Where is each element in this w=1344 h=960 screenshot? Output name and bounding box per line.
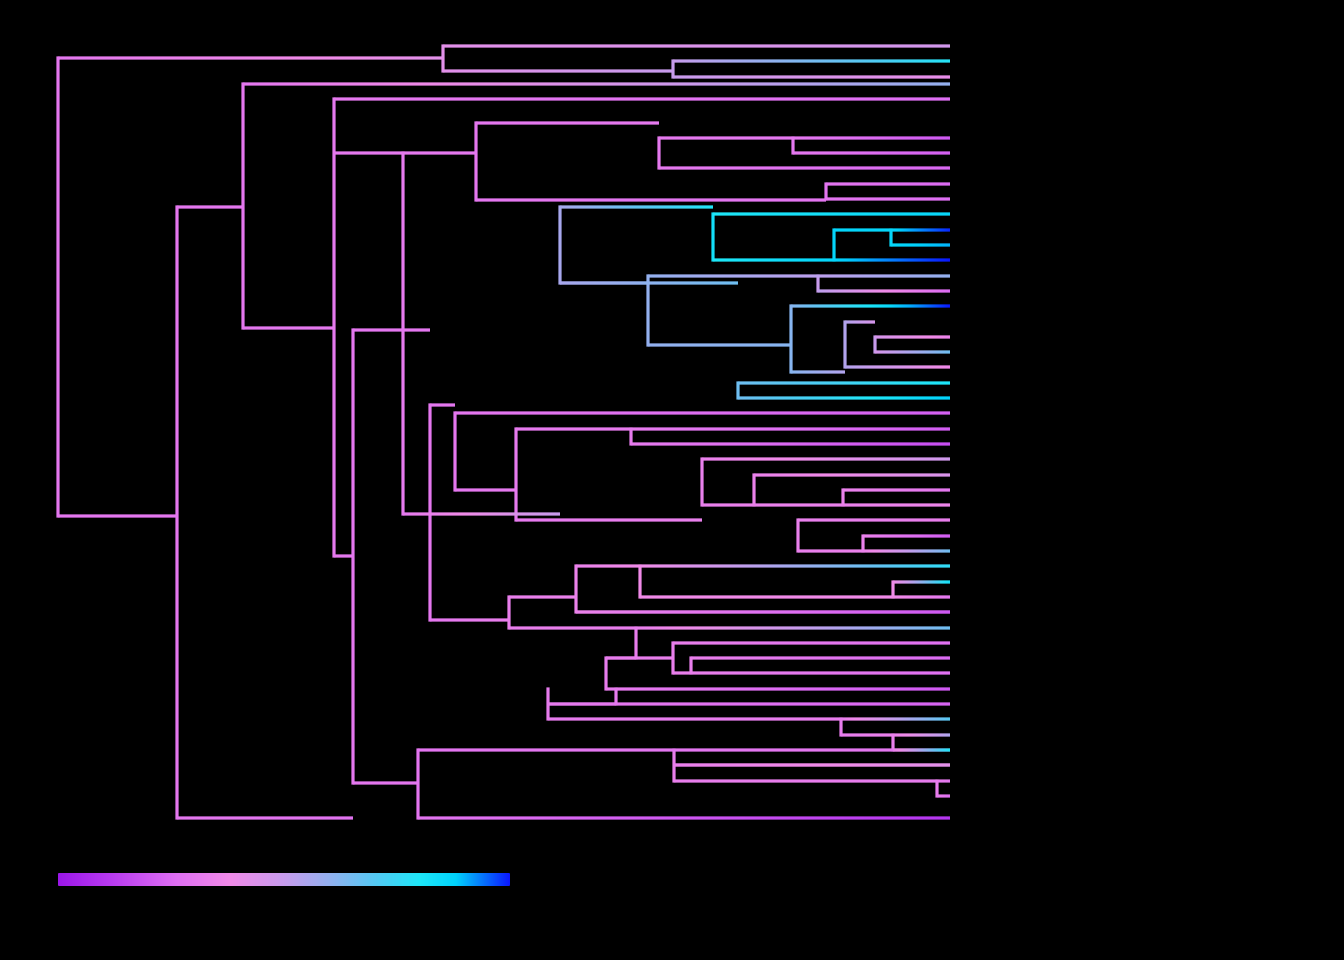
- tree-branches: [56, 44, 950, 820]
- colorbar-gradient: [58, 873, 510, 886]
- colorbar-legend: [58, 873, 510, 886]
